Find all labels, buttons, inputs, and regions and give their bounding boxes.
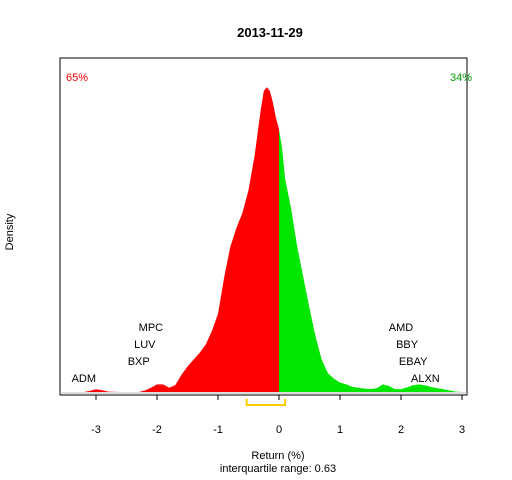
density-positive-area [279,129,462,392]
percent-negative-label: 65% [66,72,88,84]
x-tick-label: -1 [213,424,223,436]
x-axis: -3 -2 -1 0 1 2 3 [91,394,465,436]
y-axis-label: Density [4,213,16,250]
x-tick-label: 1 [337,424,343,436]
x-axis-label: Return (%) [251,450,304,462]
x-tick-label: -2 [152,424,162,436]
annotation-label: EBAY [399,356,428,368]
annotation-label: ADM [72,373,96,385]
iqr-subtitle: interquartile range: 0.63 [220,463,336,475]
annotation-label: MPC [139,322,164,334]
annotation-label: LUV [134,339,156,351]
chart-title: 2013-11-29 [237,25,303,40]
annotation-label: BXP [128,356,150,368]
x-tick-label: -3 [91,424,101,436]
annotation-label: BBY [396,339,419,351]
annotation-label: ALXN [411,373,440,385]
x-tick-label: 0 [276,424,282,436]
percent-positive-label: 34% [450,72,472,84]
density-area [83,87,462,392]
annotations: ADM BXP LUV MPC ALXN EBAY BBY AMD [72,322,440,385]
iqr-bracket [245,399,287,406]
x-tick-label: 3 [459,424,465,436]
annotation-label: AMD [389,322,414,334]
density-negative-area [83,87,279,392]
x-tick-label: 2 [398,424,404,436]
